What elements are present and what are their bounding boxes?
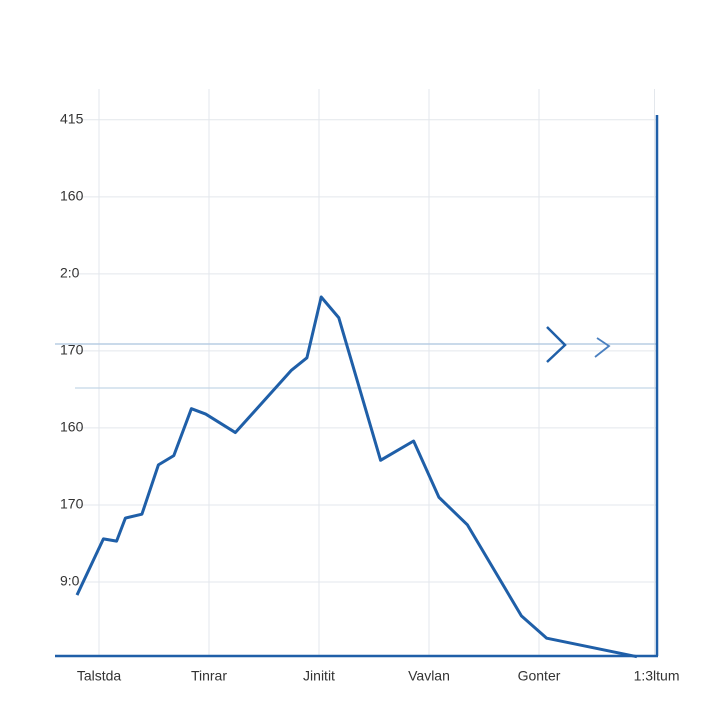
x-tick-label: Talstda — [77, 668, 122, 684]
y-tick-label: 9:0 — [60, 573, 80, 589]
y-tick-label: 170 — [60, 496, 84, 512]
y-tick-label: 170 — [60, 342, 84, 358]
x-tick-label: Vavlan — [408, 668, 450, 684]
y-tick-label: 415 — [60, 111, 84, 127]
arrow-icon — [594, 337, 611, 358]
x-tick-label: Jinitit — [303, 668, 335, 684]
y-tick-label: 160 — [60, 419, 84, 435]
x-tick-label: Tinrar — [191, 668, 227, 684]
data-line — [75, 295, 638, 659]
arrow-icon — [546, 326, 567, 363]
grid — [75, 89, 657, 656]
y-tick-label: 2:0 — [60, 265, 80, 281]
y-tick-label: 160 — [60, 188, 84, 204]
x-tick-label: Gonter — [518, 668, 561, 684]
x-tick-label: 1:3ltum — [634, 668, 680, 684]
